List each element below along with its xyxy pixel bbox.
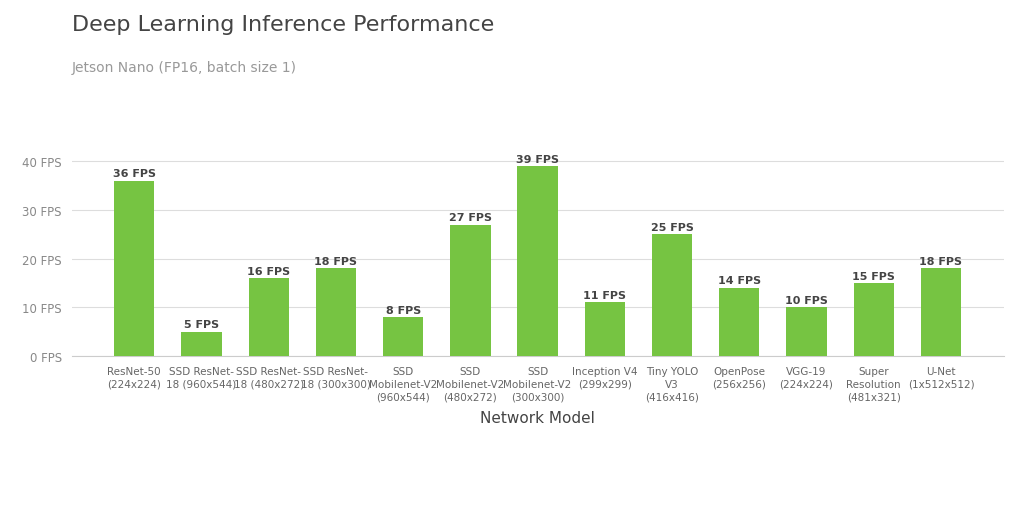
Text: 11 FPS: 11 FPS	[584, 291, 627, 300]
Text: 10 FPS: 10 FPS	[785, 295, 828, 305]
X-axis label: Network Model: Network Model	[480, 410, 595, 425]
Bar	[249, 278, 289, 356]
Bar	[315, 269, 356, 356]
Text: 18 FPS: 18 FPS	[314, 257, 357, 266]
Text: 18 FPS: 18 FPS	[920, 257, 963, 266]
Text: 27 FPS: 27 FPS	[449, 213, 492, 223]
Text: 14 FPS: 14 FPS	[718, 276, 761, 286]
Text: 25 FPS: 25 FPS	[650, 222, 693, 233]
Bar	[854, 284, 894, 356]
Text: 8 FPS: 8 FPS	[385, 305, 421, 315]
Bar	[719, 288, 760, 356]
Text: 5 FPS: 5 FPS	[184, 320, 219, 330]
Text: Jetson Nano (FP16, batch size 1): Jetson Nano (FP16, batch size 1)	[72, 61, 297, 75]
Bar	[383, 318, 423, 356]
Text: 15 FPS: 15 FPS	[852, 271, 895, 281]
Bar	[585, 303, 625, 356]
Bar	[652, 235, 692, 356]
Bar	[517, 167, 558, 356]
Text: 16 FPS: 16 FPS	[247, 266, 290, 276]
Text: 39 FPS: 39 FPS	[516, 154, 559, 164]
Bar	[921, 269, 962, 356]
Bar	[451, 225, 490, 356]
Bar	[181, 332, 221, 356]
Text: Deep Learning Inference Performance: Deep Learning Inference Performance	[72, 15, 494, 35]
Bar	[786, 308, 826, 356]
Bar	[114, 181, 155, 356]
Text: 36 FPS: 36 FPS	[113, 169, 156, 179]
